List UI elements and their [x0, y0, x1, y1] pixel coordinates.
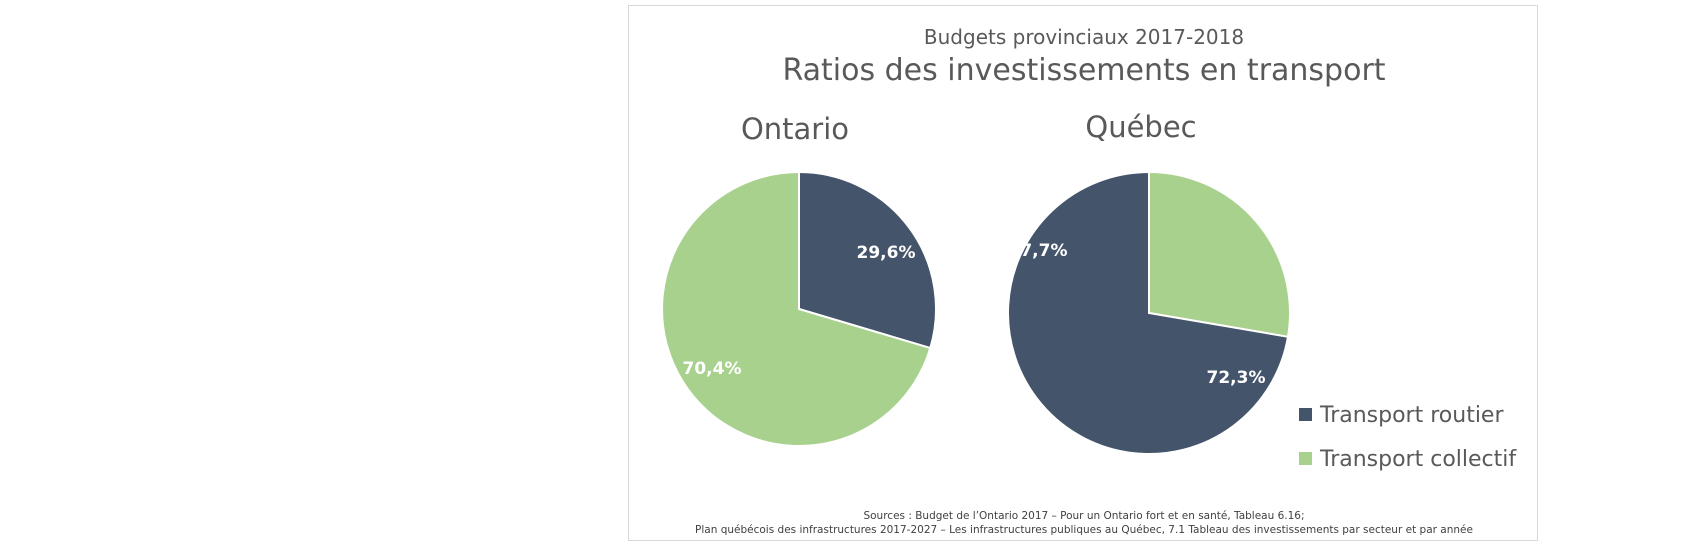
legend-item-collectif: Transport collectif — [1299, 447, 1517, 472]
pie-slice-quebec-transport-collectif — [1148, 170, 1291, 338]
chart-title: Ratios des investissements en transport — [782, 53, 1385, 88]
pie-title-quebec: Québec — [1085, 110, 1196, 144]
chart-canvas: Budgets provinciaux 2017-2018 Ratios des… — [661, 25, 1517, 536]
data-label-quebec-collectif: 27,7% — [1009, 241, 1068, 261]
source-note-line-2: Plan québécois des infrastructures 2017-… — [695, 524, 1473, 536]
legend-label-routier: Transport routier — [1319, 403, 1504, 428]
chart-legend: Transport routier Transport collectif — [1299, 403, 1517, 472]
chart-subtitle: Budgets provinciaux 2017-2018 — [924, 25, 1244, 49]
pie-chart-ontario: Ontario 29,6% 70,4% — [661, 112, 937, 447]
source-note-line-1: Sources : Budget de l’Ontario 2017 – Pou… — [863, 510, 1304, 522]
pie-chart-quebec: Québec 27,7% 72,3% — [1007, 110, 1291, 455]
data-label-ontario-routier: 29,6% — [857, 243, 916, 263]
data-label-quebec-routier: 72,3% — [1207, 368, 1266, 388]
pie-slice-quebec-transport-routier — [1007, 170, 1290, 455]
chart-area: Budgets provinciaux 2017-2018 Ratios des… — [628, 5, 1538, 541]
pie-title-ontario: Ontario — [741, 112, 849, 146]
pie-slice-ontario-transport-collectif — [661, 170, 932, 447]
legend-label-collectif: Transport collectif — [1319, 447, 1517, 472]
data-label-ontario-collectif: 70,4% — [683, 359, 742, 379]
legend-swatch-routier — [1299, 408, 1312, 421]
legend-item-routier: Transport routier — [1299, 403, 1504, 428]
legend-swatch-collectif — [1299, 452, 1312, 465]
pie-slice-ontario-transport-routier — [798, 170, 937, 350]
